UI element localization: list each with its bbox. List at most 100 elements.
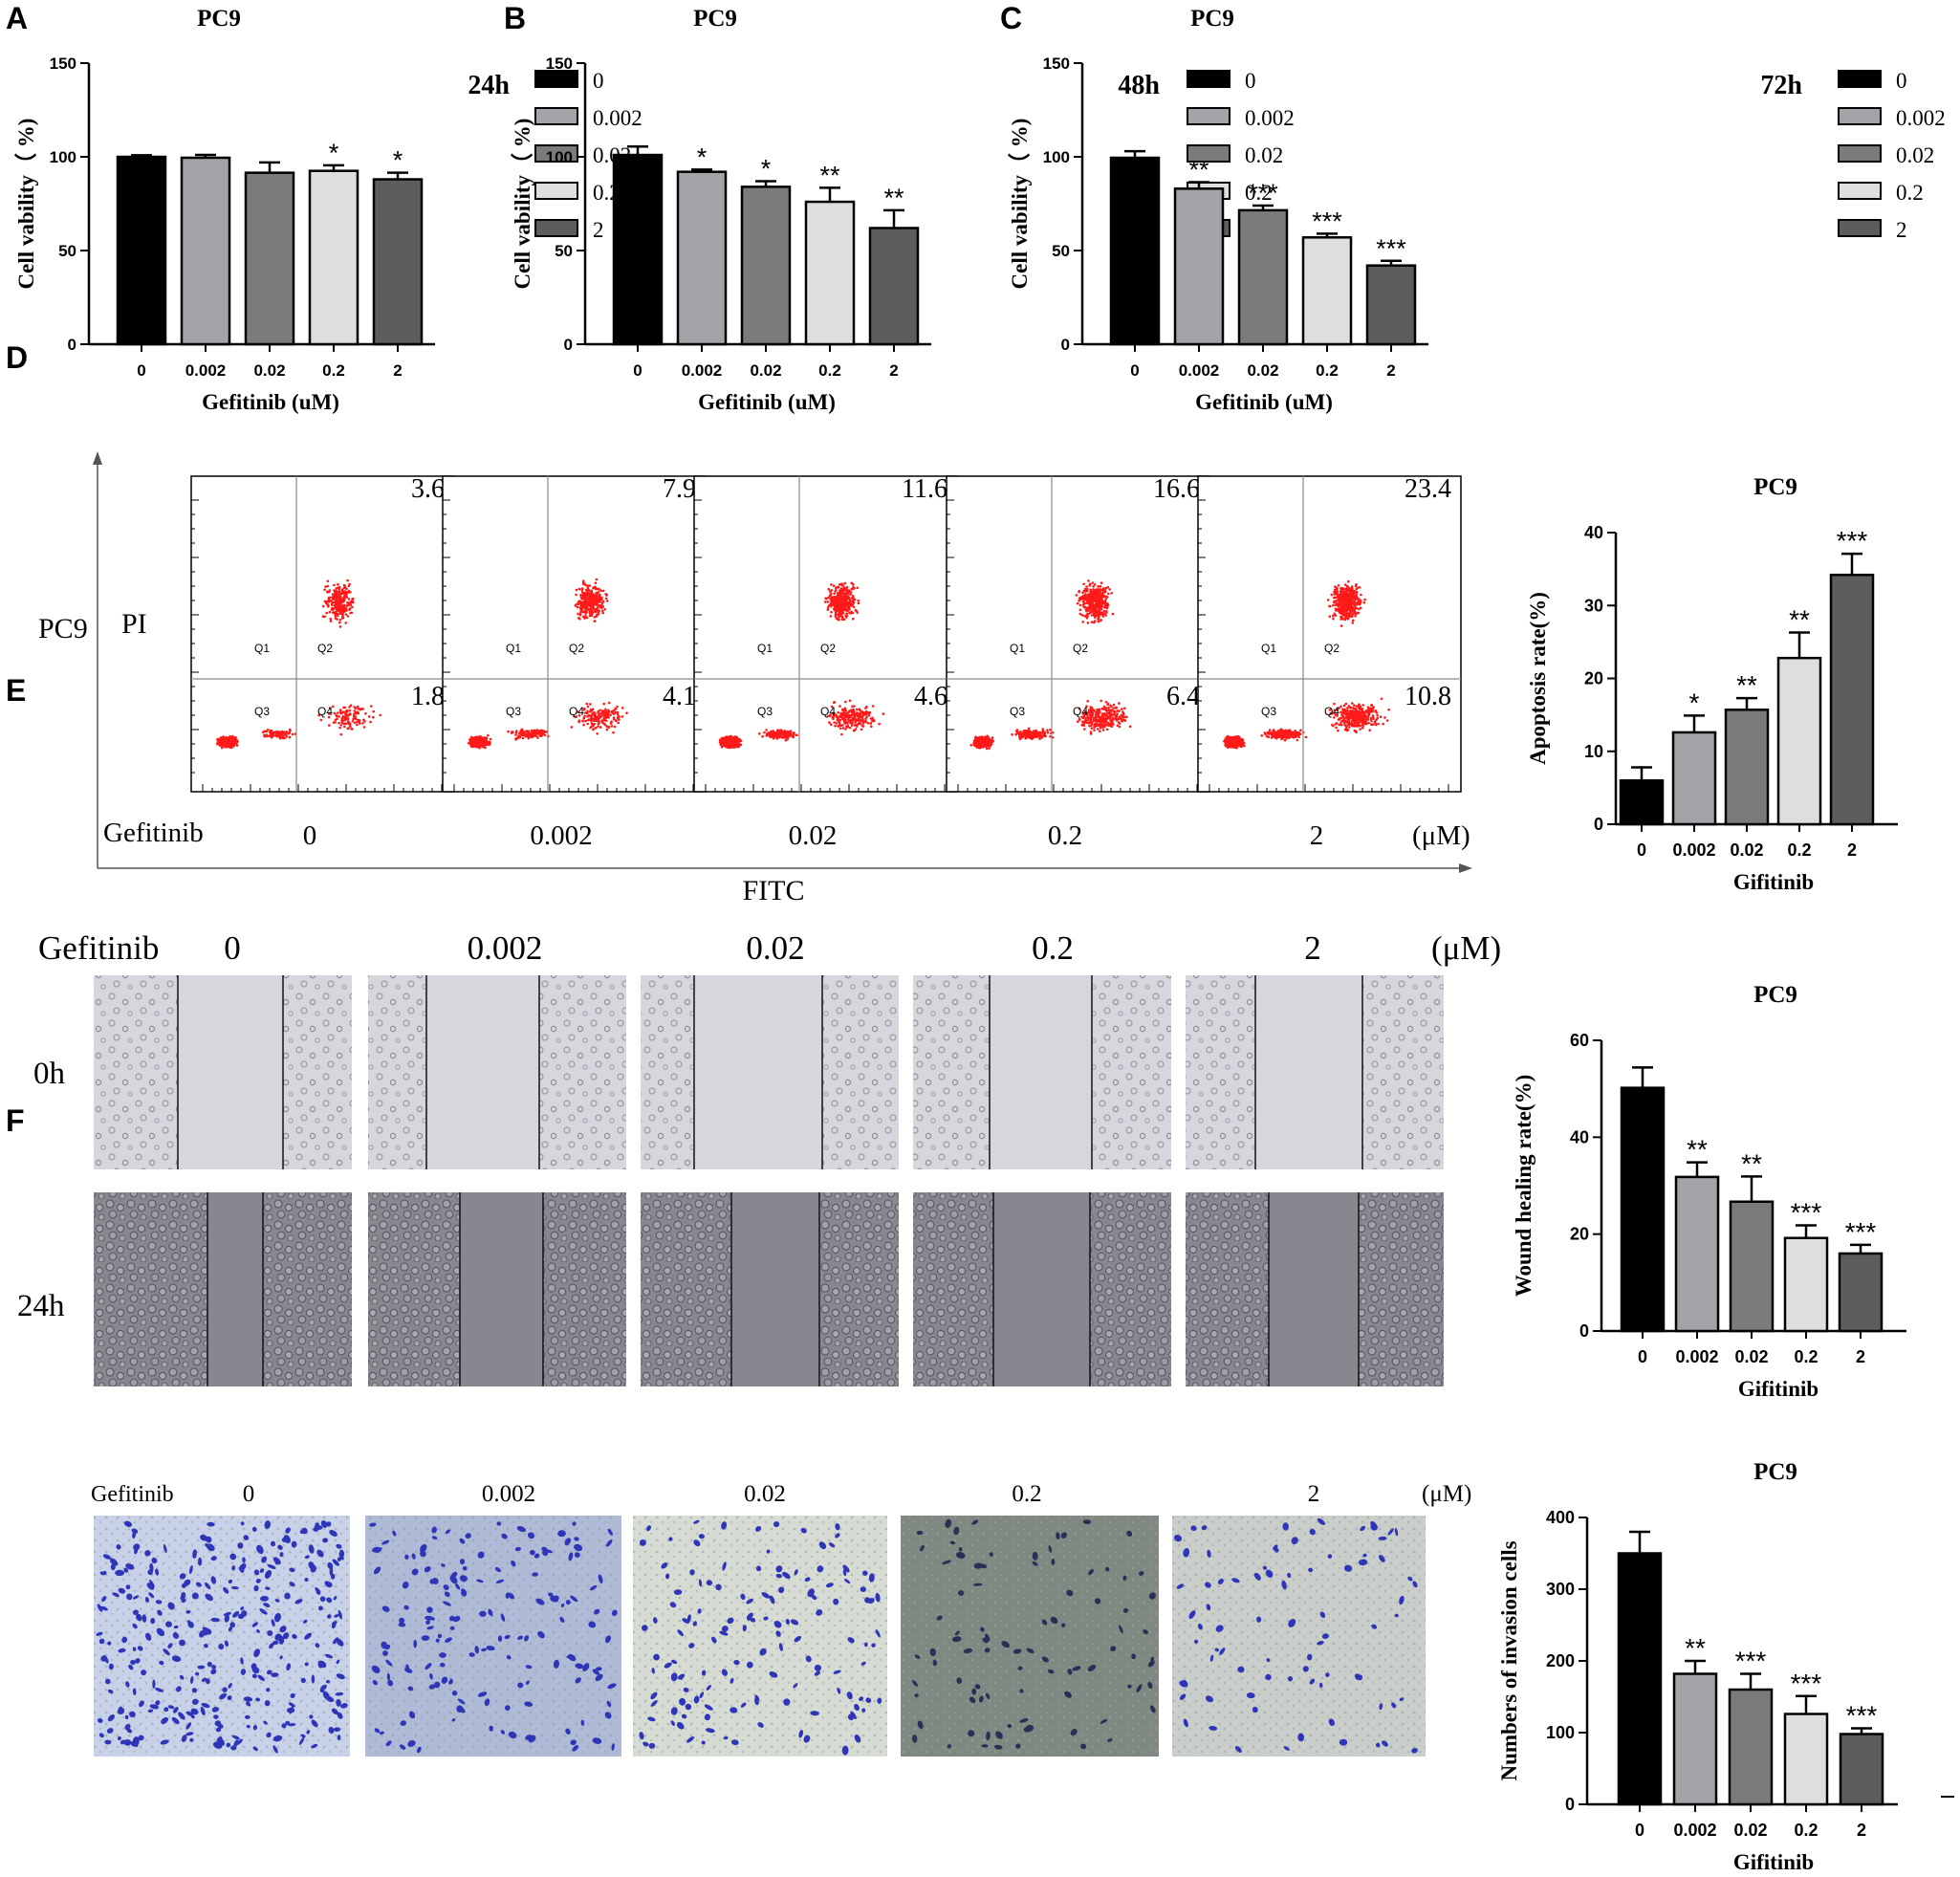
scatter-point — [288, 731, 291, 734]
scatter-point — [850, 587, 854, 591]
scatter-point — [343, 725, 346, 729]
scatter-point — [347, 584, 351, 588]
bar — [804, 200, 856, 346]
scatter-point — [595, 587, 599, 591]
scatter-point — [593, 719, 596, 723]
scatter-point — [266, 734, 269, 738]
scatter-point — [602, 714, 606, 717]
scatter-point — [580, 597, 584, 600]
bar — [1173, 187, 1225, 346]
scatter-point — [588, 612, 592, 615]
scatter-point — [263, 733, 266, 737]
legend-entry: 2 — [593, 218, 604, 242]
scatter-point — [372, 709, 376, 713]
scatter-point — [323, 615, 327, 619]
y-axis-label: Numbers of invasion cells — [1497, 1540, 1521, 1780]
scatter-point — [834, 615, 838, 618]
scatter-point — [573, 715, 576, 718]
flow-treatment-label: Gefitinib — [103, 818, 204, 848]
panel-label-b: B — [504, 1, 526, 35]
scatter-point — [344, 607, 348, 610]
bar — [1237, 208, 1289, 346]
scatter-point — [853, 729, 856, 732]
significance-mark: ** — [1741, 1148, 1762, 1178]
y-tick-label: 50 — [555, 242, 573, 260]
scatter-point — [270, 729, 273, 732]
panel-label-e: E — [6, 673, 26, 708]
scatter-point — [335, 587, 338, 590]
scatter-point — [589, 598, 592, 600]
scatter-point — [827, 596, 830, 600]
scatter-point — [285, 731, 289, 733]
scatter-point — [829, 592, 833, 595]
scatter-point — [352, 717, 355, 721]
scatter-point — [579, 594, 582, 597]
significance-mark: * — [697, 142, 708, 171]
significance-mark: ** — [1736, 670, 1757, 700]
scatter-point — [578, 614, 582, 617]
timepoint-label: 48h — [1118, 71, 1160, 100]
legend-entry: 0.002 — [1245, 106, 1295, 130]
scatter-point — [986, 734, 990, 738]
scatter-point — [338, 606, 342, 610]
scatter-point — [587, 592, 590, 596]
scatter-point — [616, 705, 619, 709]
bar — [1109, 156, 1161, 346]
x-tick-label: 0.002 — [1675, 1347, 1718, 1366]
scatter-point — [590, 593, 593, 597]
legend-entry: 0 — [1245, 69, 1256, 93]
scatter-point — [470, 743, 473, 747]
scatter-point — [826, 600, 830, 603]
legend-swatch — [534, 144, 578, 163]
scatter-point — [349, 704, 353, 707]
scatter-point — [331, 596, 334, 599]
scatter-point — [322, 604, 325, 608]
scatter-point — [345, 596, 349, 599]
scatter-point — [328, 596, 332, 600]
y-axis-label: Apoptosis rate(%) — [1526, 592, 1550, 765]
scatter-point — [862, 712, 865, 715]
scatter-point — [327, 715, 331, 719]
scatter-point — [484, 746, 487, 750]
legend-entry: 2 — [1896, 218, 1907, 242]
scatter-point — [839, 609, 843, 613]
scatter-point — [225, 739, 229, 742]
x-tick-label: 0.02 — [253, 361, 285, 380]
scatter-point — [233, 742, 237, 746]
scatter-point — [787, 731, 791, 734]
significance-mark: *** — [1791, 1198, 1822, 1228]
scatter-point — [586, 603, 589, 607]
bar — [1619, 779, 1665, 826]
scatter-point — [845, 585, 849, 589]
flow-y-arrowhead — [93, 451, 102, 465]
scatter-point — [354, 715, 357, 719]
scatter-point — [218, 738, 222, 742]
scatter-point — [356, 705, 359, 709]
scatter-point — [590, 603, 593, 607]
scatter-point — [829, 723, 833, 726]
scatter-point — [519, 730, 522, 733]
scatter-point — [835, 589, 838, 592]
quadrant-name-q4: Q4 — [317, 705, 333, 718]
x-tick-label: 0.02 — [1730, 840, 1763, 860]
scatter-point — [595, 610, 598, 614]
significance-mark: * — [393, 146, 403, 175]
scatter-point — [577, 600, 579, 604]
scatter-point — [575, 593, 577, 597]
scatter-point — [597, 709, 599, 713]
scatter-point — [625, 711, 628, 714]
scatter-point — [356, 720, 359, 724]
scatter-point — [607, 725, 611, 729]
scatter-point — [338, 593, 341, 596]
scatter-point — [581, 581, 585, 584]
scatter-point — [268, 734, 271, 738]
scatter-point — [344, 712, 348, 715]
scatter-point — [849, 593, 853, 596]
x-tick-label: 0.002 — [682, 361, 723, 380]
scatter-point — [236, 740, 239, 743]
y-tick-label: 60 — [1570, 1031, 1589, 1050]
scatter-point — [856, 711, 859, 714]
quadrant-name-q2: Q2 — [569, 642, 584, 655]
scatter-point — [327, 712, 331, 715]
